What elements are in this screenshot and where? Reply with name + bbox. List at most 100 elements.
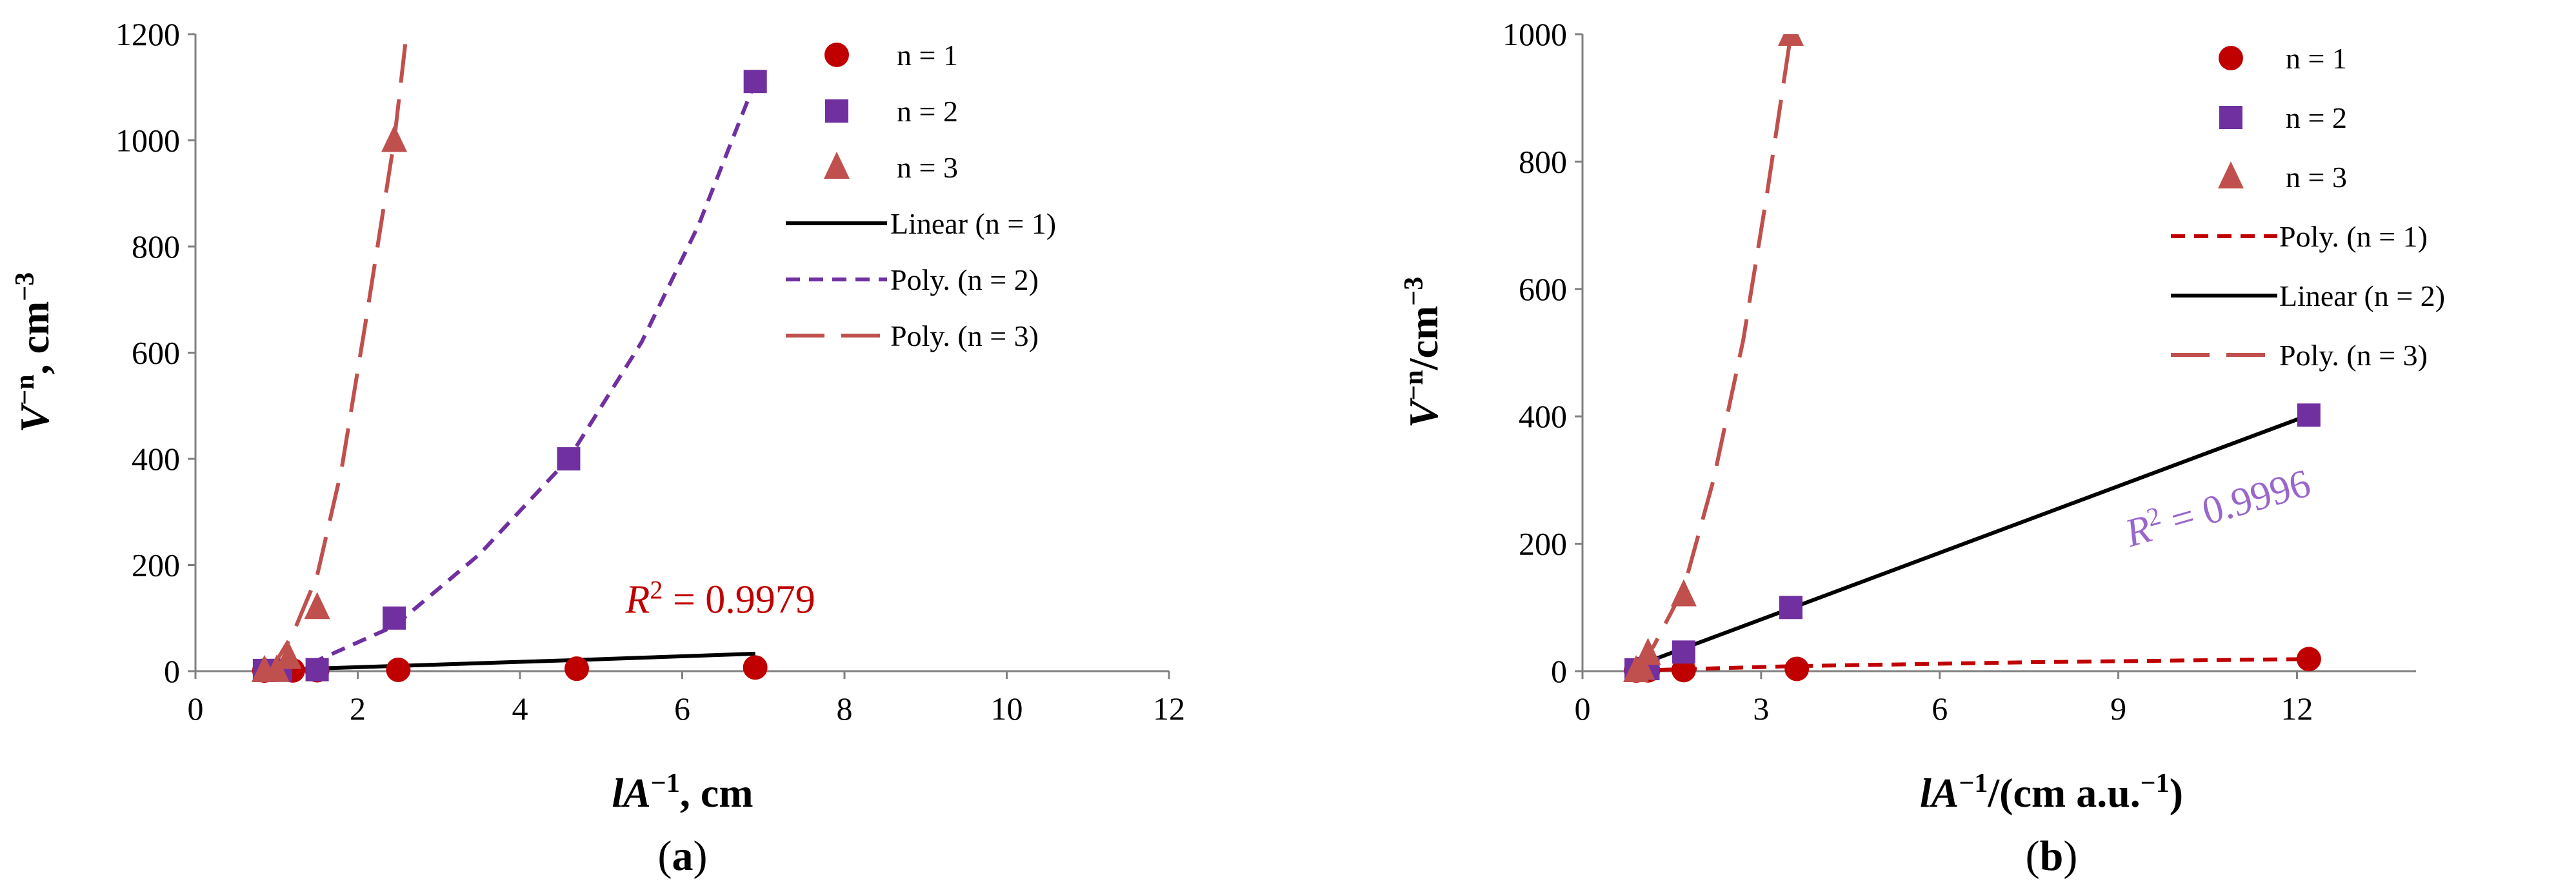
legend-marker-triangle: [824, 152, 850, 179]
x-tick-label: 0: [188, 691, 204, 727]
x-tick-label: 12: [1153, 691, 1185, 727]
y-title-rest: /cm: [1401, 306, 1446, 371]
y-axis-title: V−n, cm−3: [10, 272, 57, 433]
data-point-square: [557, 447, 581, 470]
legend-label: n = 3: [897, 151, 958, 184]
legend-marker-circle: [2219, 46, 2243, 70]
x-title-rest: /(cm a.u.: [1987, 770, 2140, 816]
panel-label-close: ): [694, 832, 708, 880]
y-tick-label: 400: [1519, 398, 1567, 434]
data-point-square: [1779, 596, 1802, 620]
data-point-triangle: [275, 641, 302, 669]
legend: n = 1 n = 2 n = 3 Linear (n = 1) Poly. (n = …: [786, 39, 1056, 352]
legend-label: n = 1: [897, 39, 958, 72]
y-tick-label: 1200: [115, 16, 180, 52]
y-title-rest: , cm: [12, 301, 57, 375]
trendline: [264, 81, 757, 672]
y-axis-title: V−n/cm−3: [1399, 277, 1446, 428]
y-tick-label: 1000: [1503, 16, 1567, 52]
x-axis-title: lA−1, cm: [612, 769, 753, 816]
x-tick-label: 6: [674, 691, 690, 727]
y-tick-label: 0: [164, 653, 180, 689]
r-squared-annotation: R2 = 0.9979: [624, 575, 815, 622]
x-tick-label: 4: [512, 691, 528, 727]
data-point-circle: [386, 657, 411, 682]
x-axis-title: lA−1/(cm a.u.−1): [1920, 769, 2183, 816]
y-title-sup2: −3: [10, 272, 40, 301]
legend-label: n = 2: [2286, 101, 2347, 134]
data-point-circle: [743, 655, 768, 680]
x-title-sup2: −1: [2141, 769, 2170, 798]
data-point-circle: [564, 656, 590, 681]
y-tick-label: 200: [1519, 526, 1567, 562]
legend-label: Poly. (n = 3): [890, 319, 1039, 352]
legend-marker-square: [825, 99, 848, 123]
legend: n = 1 n = 2 n = 3 Poly. (n = 1) Linear (n = …: [2171, 42, 2445, 372]
x-tick-label: 3: [1753, 691, 1769, 727]
annotation-r: R: [624, 578, 650, 622]
x-tick-label: 12: [2281, 691, 2313, 727]
x-tick-label: 9: [2110, 691, 2126, 727]
data-point-circle: [1784, 656, 1810, 681]
y-title-main: V: [12, 401, 57, 432]
x-title-rest2: ): [2170, 770, 2183, 816]
x-title-main: lA: [1920, 770, 1959, 816]
y-tick-label: 800: [132, 228, 180, 265]
panel-label-letter: b: [2040, 832, 2064, 880]
trendline: [263, 34, 408, 672]
data-point-square: [743, 70, 767, 94]
legend-label: Poly. (n = 2): [890, 263, 1039, 296]
data-layer: [251, 34, 768, 683]
panel-label-open: (: [2026, 832, 2040, 880]
data-point-triangle: [381, 125, 408, 152]
y-title-main: V: [1401, 397, 1446, 428]
x-title-rest: , cm: [680, 770, 754, 816]
panel-label-letter: a: [672, 832, 694, 880]
data-point-triangle: [1635, 638, 1661, 665]
data-point-square: [305, 658, 329, 681]
data-layer: [1623, 34, 2321, 683]
data-point-circle: [1671, 658, 1696, 683]
annotation-sup: 2: [650, 575, 663, 604]
panel-label: (b): [2026, 832, 2078, 880]
x-tick-label: 6: [1932, 691, 1948, 727]
x-tick-label: 8: [837, 691, 853, 727]
data-point-circle: [2296, 647, 2321, 672]
legend-label: n = 3: [2286, 161, 2347, 194]
y-title-sup2: −3: [1399, 277, 1429, 306]
data-point-triangle: [1778, 34, 1804, 46]
data-point-square: [2297, 403, 2321, 427]
x-tick-label: 2: [350, 691, 366, 727]
y-title-sup: −n: [1399, 370, 1429, 400]
trendline: [1634, 34, 1793, 672]
legend-marker-square: [2219, 106, 2242, 129]
y-tick-label: 1000: [115, 123, 180, 159]
y-tick-label: 800: [1519, 143, 1567, 179]
trendline: [264, 651, 755, 673]
legend-label: Poly. (n = 1): [2279, 220, 2428, 253]
data-point-square: [383, 606, 406, 630]
legend-label: n = 1: [2286, 42, 2347, 75]
legend-marker-triangle: [2218, 161, 2244, 188]
y-title-sup: −n: [10, 374, 40, 405]
data-point-square: [1672, 640, 1695, 664]
panel-label: (a): [658, 832, 708, 880]
trendline: [1635, 413, 2310, 668]
data-point-triangle: [1670, 579, 1697, 607]
x-tick-label: 10: [991, 691, 1023, 727]
data-point-triangle: [1629, 652, 1655, 680]
legend-label: Linear (n = 1): [890, 207, 1056, 240]
legend-marker-circle: [824, 43, 849, 67]
y-tick-label: 0: [1551, 653, 1567, 689]
annotation-value: = 0.9979: [663, 578, 815, 622]
y-tick-label: 400: [132, 441, 180, 477]
legend-label: Linear (n = 2): [2279, 279, 2445, 312]
x-title-sup: −1: [1959, 769, 1988, 798]
legend-label: Poly. (n = 3): [2279, 339, 2428, 372]
panel-label-open: (: [658, 832, 672, 880]
y-tick-label: 600: [1519, 271, 1567, 307]
legend-label: n = 2: [897, 95, 958, 128]
y-tick-label: 600: [132, 335, 180, 371]
